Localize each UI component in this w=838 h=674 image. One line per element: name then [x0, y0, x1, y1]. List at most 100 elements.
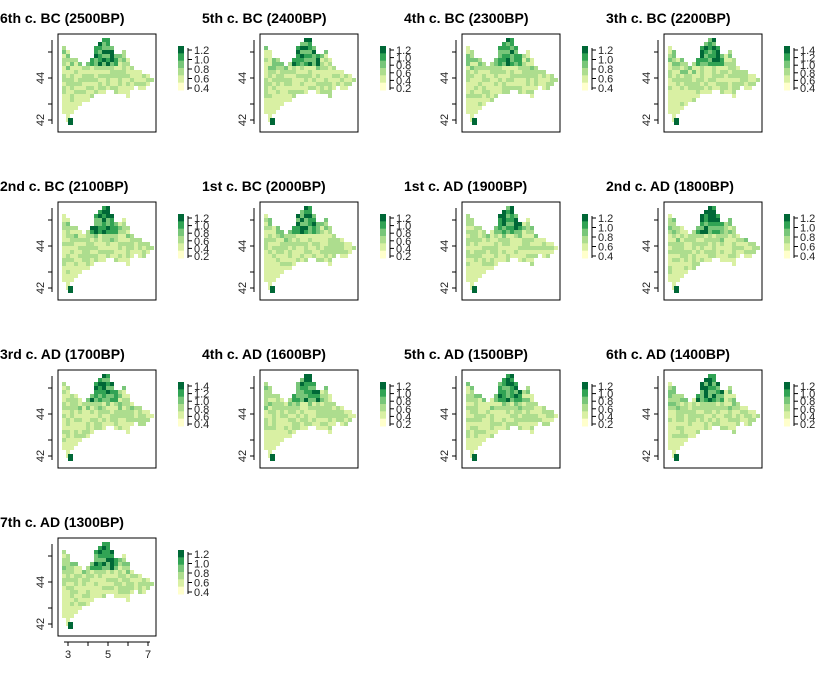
- raster-cell: [510, 66, 514, 70]
- raster-cell: [490, 242, 494, 246]
- raster-cell: [90, 426, 94, 430]
- raster-cell: [82, 250, 86, 254]
- raster-cell: [98, 238, 102, 242]
- raster-cell: [668, 278, 672, 282]
- raster-cell: [270, 118, 275, 125]
- raster-cell: [284, 430, 288, 434]
- raster-cell: [522, 238, 526, 242]
- raster-cell: [352, 246, 356, 250]
- raster-cell: [276, 66, 280, 70]
- raster-cell: [62, 442, 66, 446]
- legend-swatch: [178, 404, 184, 412]
- raster-cell: [554, 414, 558, 418]
- raster-cell: [316, 222, 320, 226]
- raster-cell: [102, 254, 106, 258]
- y-tick-label: 42: [641, 114, 653, 126]
- raster-cell: [680, 62, 684, 66]
- raster-cell: [62, 106, 66, 110]
- raster-cell: [510, 54, 514, 58]
- raster-cell: [494, 422, 498, 426]
- raster-cell: [538, 242, 542, 246]
- raster-cell: [114, 566, 118, 570]
- raster-cell: [268, 54, 272, 58]
- raster-cell: [482, 234, 486, 238]
- raster-cell: [272, 406, 276, 410]
- raster-cell: [106, 378, 110, 382]
- raster-cell: [268, 430, 272, 434]
- raster-cell: [66, 94, 70, 98]
- raster-cell: [86, 94, 90, 98]
- raster-cell: [102, 62, 106, 66]
- raster-cell: [732, 414, 736, 418]
- raster-cell: [712, 386, 716, 390]
- raster-cell: [142, 86, 146, 90]
- raster-cell: [74, 594, 78, 598]
- raster-cell: [264, 98, 268, 102]
- raster-cell: [308, 242, 312, 246]
- raster-cell: [296, 222, 300, 226]
- raster-cell: [78, 234, 82, 238]
- raster-cell: [272, 66, 276, 70]
- raster-cell: [300, 246, 304, 250]
- y-tick-label: 42: [35, 114, 47, 126]
- raster-cell: [724, 258, 728, 262]
- raster-cell: [102, 226, 106, 230]
- raster-cell: [320, 226, 324, 230]
- raster-cell: [328, 94, 332, 98]
- raster-cell: [692, 78, 696, 82]
- raster-cell: [680, 78, 684, 82]
- raster-cell: [340, 410, 344, 414]
- raster-cell: [276, 98, 280, 102]
- raster-cell: [114, 90, 118, 94]
- raster-cell: [676, 82, 680, 86]
- raster-cell: [510, 382, 514, 386]
- raster-cell: [700, 426, 704, 430]
- raster-cell: [320, 66, 324, 70]
- raster-cell: [90, 230, 94, 234]
- raster-cell: [284, 246, 288, 250]
- raster-cell: [704, 50, 708, 54]
- raster-cell: [74, 86, 78, 90]
- legend-swatch: [784, 68, 790, 76]
- raster-cell: [712, 230, 716, 234]
- raster-cell: [328, 74, 332, 78]
- raster-cell: [62, 406, 66, 410]
- raster-cell: [114, 222, 118, 226]
- raster-cell: [102, 574, 106, 578]
- raster-cell: [712, 382, 716, 386]
- raster-cell: [498, 78, 502, 82]
- raster-cell: [70, 74, 74, 78]
- raster-cell: [482, 426, 486, 430]
- raster-cell: [106, 38, 110, 42]
- raster-cell: [486, 430, 490, 434]
- raster-cell: [82, 590, 86, 594]
- raster-cell: [712, 218, 716, 222]
- raster-cell: [712, 54, 716, 58]
- legend-swatch: [582, 68, 588, 76]
- raster-cell: [324, 414, 328, 418]
- raster-cell: [98, 586, 102, 590]
- raster-cell: [482, 414, 486, 418]
- raster-cell: [344, 410, 348, 414]
- raster-cell: [264, 402, 268, 406]
- raster-cell: [94, 402, 98, 406]
- raster-cell: [684, 406, 688, 410]
- raster-cell: [66, 570, 70, 574]
- raster-cell: [106, 206, 110, 210]
- raster-cell: [478, 74, 482, 78]
- raster-cell: [312, 398, 316, 402]
- raster-cell: [288, 62, 292, 66]
- raster-cell: [94, 258, 98, 262]
- raster-cell: [716, 66, 720, 70]
- raster-cell: [472, 118, 477, 125]
- raster-cell: [478, 426, 482, 430]
- raster-cell: [478, 414, 482, 418]
- legend-label: 0.4: [194, 243, 209, 255]
- raster-cell: [672, 234, 676, 238]
- raster-cell: [74, 410, 78, 414]
- raster-cell: [312, 62, 316, 66]
- raster-cell: [352, 78, 356, 82]
- raster-cell: [466, 442, 470, 446]
- raster-cell: [684, 234, 688, 238]
- raster-cell: [474, 274, 478, 278]
